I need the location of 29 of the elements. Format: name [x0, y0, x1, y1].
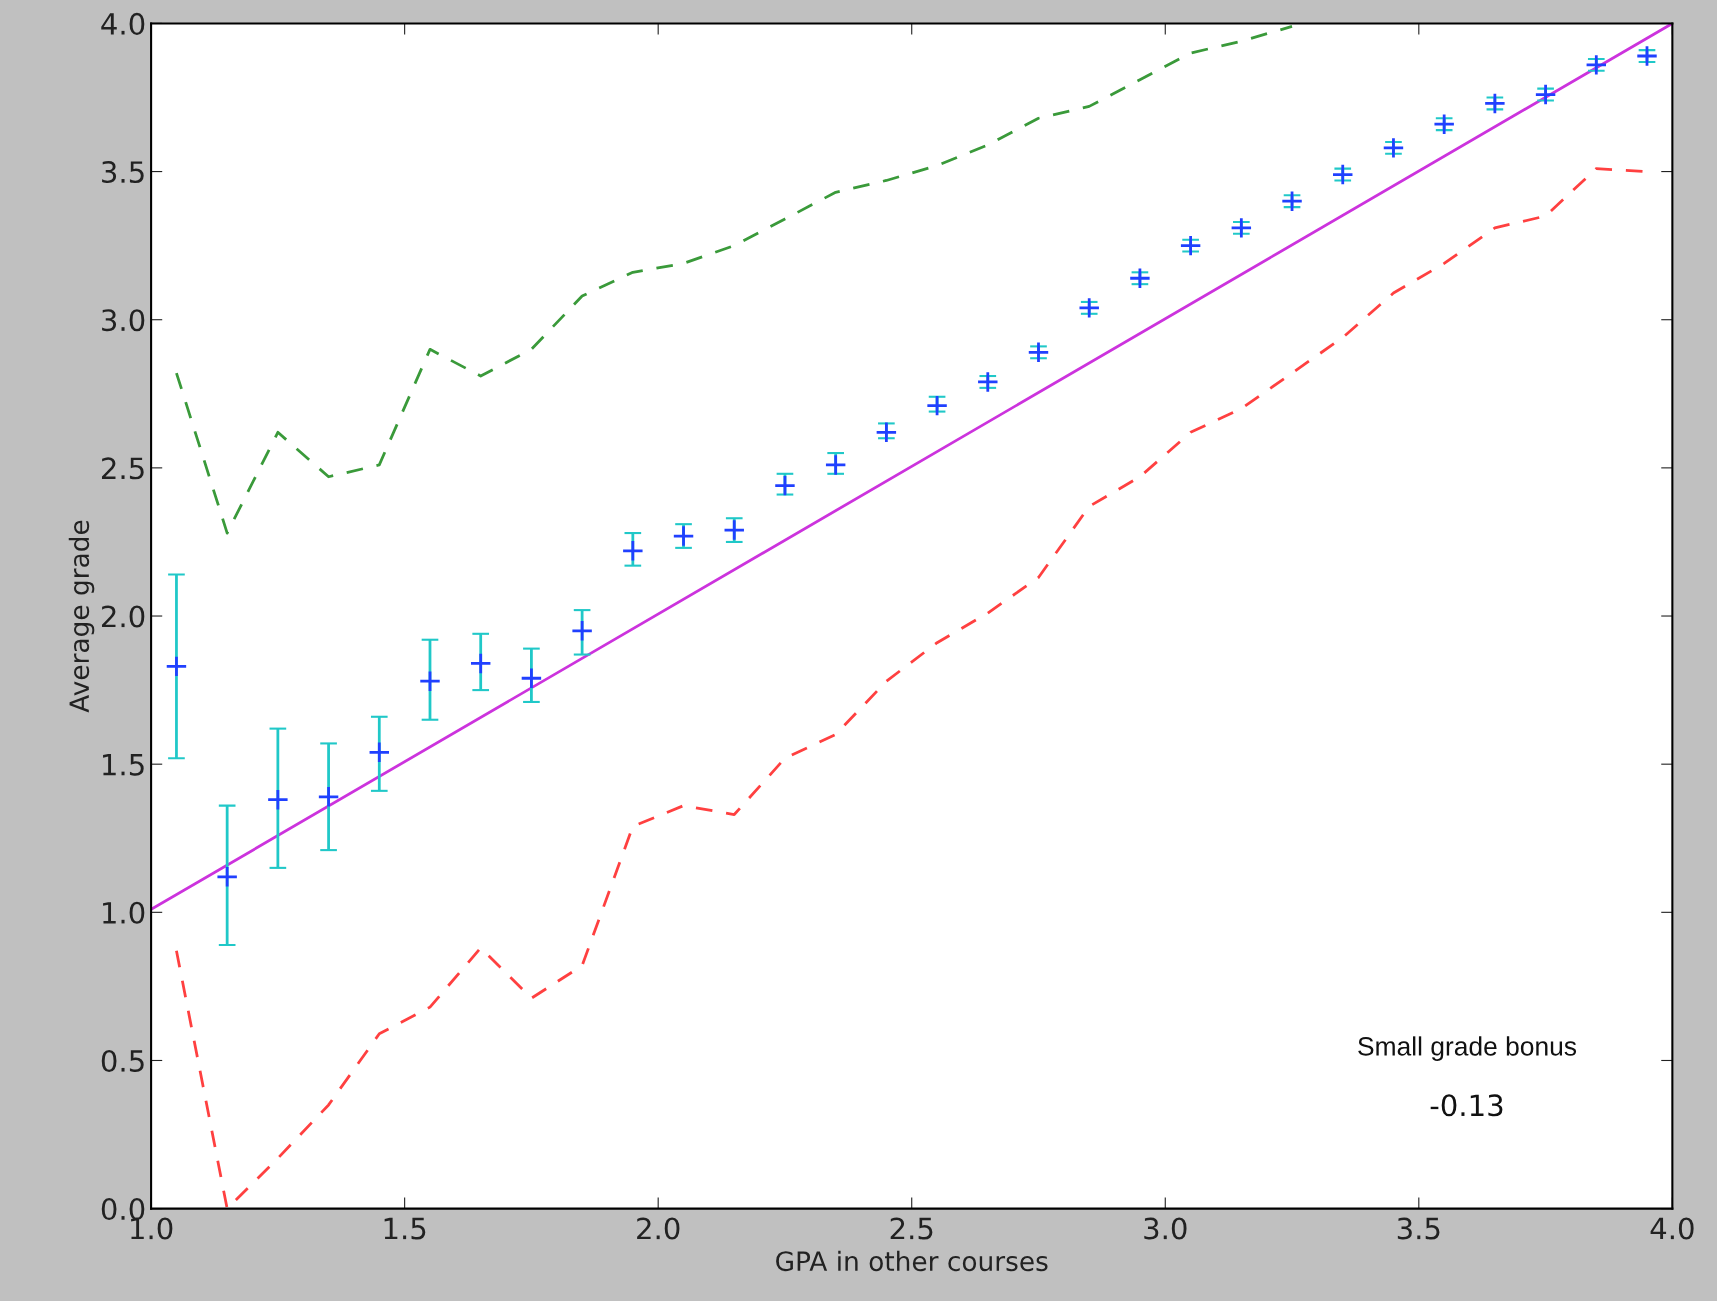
- point: [216, 865, 239, 888]
- y-tick-label: 1.5: [103, 753, 144, 776]
- y-tick-label: 1.0: [103, 901, 145, 924]
- point: [317, 785, 340, 808]
- point: [266, 788, 289, 811]
- annotation: Small grade bonus: [1358, 1036, 1577, 1061]
- y-tick-label: 4.0: [101, 12, 145, 35]
- x-tick-label: 3.5: [1397, 1217, 1440, 1240]
- x-axis-title: GPA in other courses: [776, 1250, 1048, 1272]
- point: [165, 655, 188, 678]
- x-tick-label: 2.5: [890, 1217, 933, 1240]
- y-tick-label: 0.5: [101, 1049, 144, 1072]
- point: [520, 667, 543, 690]
- point: [469, 652, 492, 675]
- point: [368, 741, 391, 764]
- x-tick-label: 2.0: [637, 1217, 680, 1240]
- point: [571, 619, 594, 642]
- point: [621, 539, 644, 562]
- y-axis-title: Average grade: [68, 520, 95, 713]
- y-tick-label: 3.0: [102, 309, 145, 332]
- annotation: -0.13: [1430, 1094, 1503, 1117]
- point: [418, 670, 442, 693]
- y-tick-label: 2.0: [101, 605, 145, 628]
- x-tick-label: 1.5: [384, 1217, 426, 1240]
- x-tick-label: 4.0: [1650, 1217, 1694, 1240]
- line-series: [175, 24, 1294, 535]
- x-tick-label: 3.0: [1144, 1217, 1187, 1240]
- y-tick-label: 2.5: [101, 457, 144, 480]
- y-tick-label: 3.5: [102, 161, 144, 184]
